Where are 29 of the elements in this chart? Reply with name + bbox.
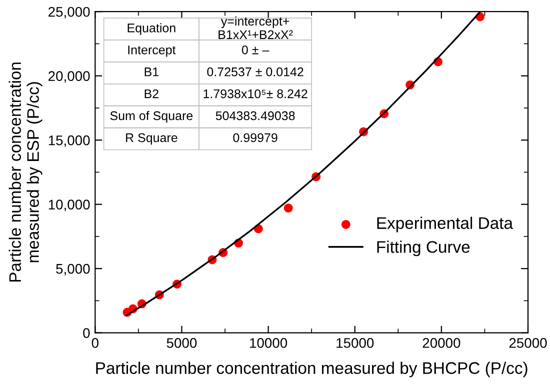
legend-label: Experimental Data xyxy=(377,216,514,232)
x-tick-label: 5000 xyxy=(166,338,197,348)
annotation: B1 xyxy=(144,68,158,76)
annotation: Equation xyxy=(128,23,176,35)
point xyxy=(284,204,293,213)
annotation: 1.7938x10⁵± 8.242 xyxy=(204,89,308,98)
y-tick-label: 10,000 xyxy=(48,200,90,212)
x-tick-label: 10000 xyxy=(250,338,288,348)
x-tick-label: 0 xyxy=(92,338,98,348)
y-tick-label: 20,000 xyxy=(48,71,90,83)
x-tick-label: 20000 xyxy=(422,338,460,348)
annotation: Intercept xyxy=(128,46,176,57)
y-tick-label: 0 xyxy=(83,328,90,338)
y-tick-label: 25,000 xyxy=(48,6,90,18)
annotation: 0.72537 ± 0.0142 xyxy=(207,67,304,76)
x-tick-label: 15000 xyxy=(336,338,374,348)
annotation: y=intercept+ B1xX¹+B2xX² xyxy=(218,16,293,39)
annotation: 0 ± – xyxy=(242,45,270,54)
annotation: R Square xyxy=(126,133,178,145)
y-axis-title: Particle number concentration measured by ESP (P/cc) xyxy=(8,62,42,282)
annotation: B2 xyxy=(144,89,158,98)
x-axis-title: Particle number concentration measured by BHCPC (P/cc) xyxy=(96,362,528,378)
x-tick-label: 25000 xyxy=(509,338,547,348)
annotation: Sum of Square xyxy=(110,110,193,123)
y-tick-label: 15,000 xyxy=(48,135,90,147)
annotation: 504383.49038 xyxy=(216,111,295,120)
legend-label: Fitting Curve xyxy=(377,240,470,256)
annotation: 0.99979 xyxy=(233,133,278,142)
y-tick-label: 5,000 xyxy=(56,264,90,276)
